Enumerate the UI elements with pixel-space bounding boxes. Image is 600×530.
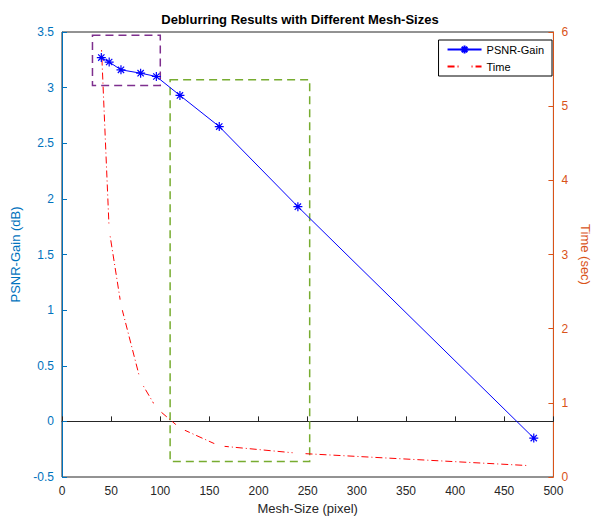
svg-text:2: 2 bbox=[47, 192, 54, 206]
svg-text:0.5: 0.5 bbox=[37, 359, 54, 373]
svg-text:Mesh-Size (pixel): Mesh-Size (pixel) bbox=[258, 501, 358, 516]
svg-text:0: 0 bbox=[561, 470, 568, 484]
svg-text:3: 3 bbox=[561, 248, 568, 262]
svg-text:6: 6 bbox=[561, 25, 568, 39]
svg-text:50: 50 bbox=[104, 484, 118, 498]
svg-text:500: 500 bbox=[543, 484, 563, 498]
svg-text:200: 200 bbox=[249, 484, 269, 498]
svg-text:3: 3 bbox=[47, 81, 54, 95]
svg-text:Time: Time bbox=[487, 61, 511, 73]
svg-text:PSNR-Gain: PSNR-Gain bbox=[487, 44, 544, 56]
svg-text:100: 100 bbox=[150, 484, 170, 498]
svg-text:2.5: 2.5 bbox=[37, 136, 54, 150]
svg-text:300: 300 bbox=[347, 484, 367, 498]
svg-text:450: 450 bbox=[494, 484, 514, 498]
svg-text:350: 350 bbox=[396, 484, 416, 498]
svg-text:250: 250 bbox=[298, 484, 318, 498]
svg-text:0: 0 bbox=[47, 414, 54, 428]
svg-text:1: 1 bbox=[47, 303, 54, 317]
svg-text:2: 2 bbox=[561, 322, 568, 336]
svg-text:PSNR-Gain (dB): PSNR-Gain (dB) bbox=[8, 206, 23, 302]
svg-text:0: 0 bbox=[59, 484, 66, 498]
svg-text:Time (sec): Time (sec) bbox=[578, 224, 593, 285]
svg-text:Deblurring Results with Differ: Deblurring Results with Different Mesh-S… bbox=[161, 12, 438, 27]
svg-text:4: 4 bbox=[561, 173, 568, 187]
svg-text:-0.5: -0.5 bbox=[33, 470, 54, 484]
svg-text:400: 400 bbox=[445, 484, 465, 498]
svg-text:1: 1 bbox=[561, 396, 568, 410]
svg-text:1.5: 1.5 bbox=[37, 248, 54, 262]
svg-text:150: 150 bbox=[199, 484, 219, 498]
svg-text:3.5: 3.5 bbox=[37, 25, 54, 39]
svg-text:5: 5 bbox=[561, 99, 568, 113]
